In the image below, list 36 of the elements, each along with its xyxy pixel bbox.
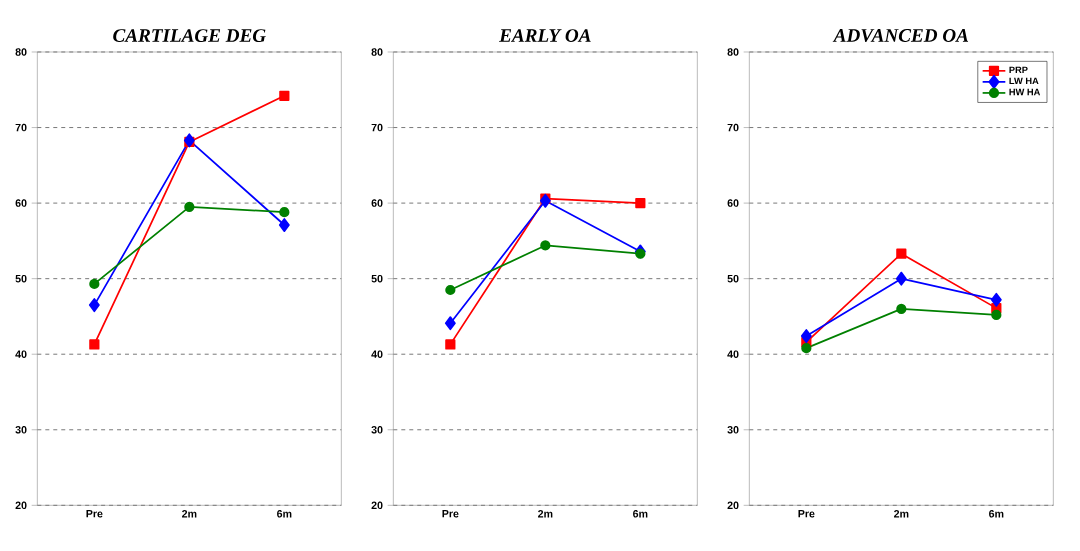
x-tick-label: Pre bbox=[86, 510, 103, 518]
x-tick-label: Pre bbox=[798, 510, 815, 518]
x-tick-label: 2m bbox=[538, 510, 553, 518]
y-tick-label: 70 bbox=[15, 123, 27, 132]
x-tick-label: 2m bbox=[182, 510, 197, 518]
x-tick-label: Pre bbox=[442, 510, 459, 518]
y-tick-label: 30 bbox=[727, 426, 739, 434]
y-tick-label: 80 bbox=[371, 48, 383, 56]
legend-label: HW HA bbox=[1009, 88, 1041, 96]
y-tick-label: 60 bbox=[371, 199, 383, 208]
y-tick-label: 80 bbox=[727, 48, 739, 56]
y-tick-label: 60 bbox=[15, 199, 27, 208]
x-tick-label: 2m bbox=[894, 510, 909, 518]
y-tick-label: 70 bbox=[371, 123, 383, 132]
y-tick-label: 80 bbox=[15, 48, 27, 56]
y-tick-label: 60 bbox=[727, 199, 739, 208]
y-tick-label: 40 bbox=[15, 350, 27, 359]
x-tick-label: 6m bbox=[989, 510, 1004, 518]
y-tick-label: 40 bbox=[727, 350, 739, 359]
x-tick-label: 6m bbox=[277, 510, 292, 518]
chart-title: ADVANCED OA bbox=[832, 29, 969, 43]
legend-label: PRP bbox=[1009, 66, 1028, 74]
y-tick-label: 50 bbox=[371, 275, 383, 283]
y-tick-label: 30 bbox=[15, 426, 27, 434]
y-tick-label: 40 bbox=[371, 350, 383, 359]
x-tick-label: 6m bbox=[633, 510, 648, 518]
legend-label: LW HA bbox=[1009, 77, 1039, 85]
y-tick-label: 50 bbox=[15, 275, 27, 283]
y-tick-label: 20 bbox=[371, 501, 383, 510]
y-tick-label: 20 bbox=[15, 501, 27, 510]
chart-title: EARLY OA bbox=[499, 29, 591, 43]
y-tick-label: 20 bbox=[727, 501, 739, 510]
chart-title: CARTILAGE DEG bbox=[113, 29, 266, 43]
y-tick-label: 30 bbox=[371, 426, 383, 434]
y-tick-label: 50 bbox=[727, 275, 739, 283]
y-tick-label: 70 bbox=[727, 123, 739, 132]
